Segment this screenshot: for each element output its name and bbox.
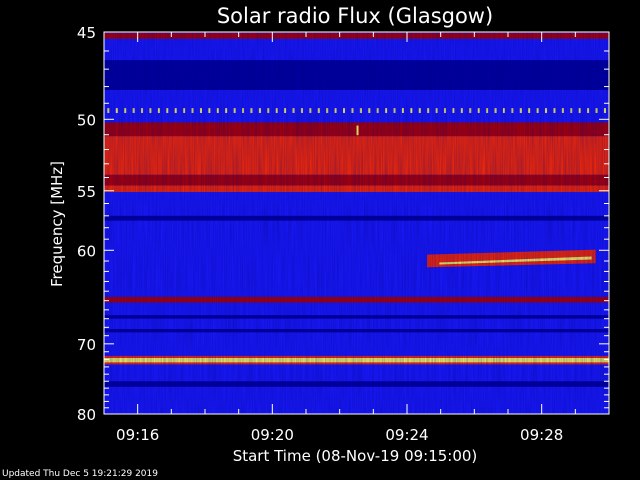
x-tick-label: 09:16 [116, 426, 159, 444]
y-tick-label: 70 [77, 336, 96, 354]
x-tick-label: 09:24 [385, 426, 428, 444]
x-tick-label: 09:20 [251, 426, 294, 444]
y-tick-label: 80 [77, 406, 96, 424]
y-tick-label: 55 [77, 183, 96, 201]
axis-ticks: 09:16 09:20 09:24 09:28 45 50 55 60 70 80 [77, 24, 610, 444]
noise-texture [104, 32, 609, 414]
y-tick-label: 45 [77, 24, 96, 42]
y-tick-label: 60 [77, 242, 96, 260]
plot-area [104, 32, 609, 414]
x-tick-label: 09:28 [520, 426, 563, 444]
y-tick-label: 50 [77, 111, 96, 129]
plot-frame [103, 31, 610, 415]
updated-timestamp: Updated Thu Dec 5 19:21:29 2019 [2, 469, 158, 479]
y-axis-label: Frequency [MHz] [48, 161, 66, 287]
chart-title: Solar radio Flux (Glasgow) [217, 4, 493, 28]
x-axis-label: Start Time (08-Nov-19 09:15:00) [233, 447, 478, 465]
